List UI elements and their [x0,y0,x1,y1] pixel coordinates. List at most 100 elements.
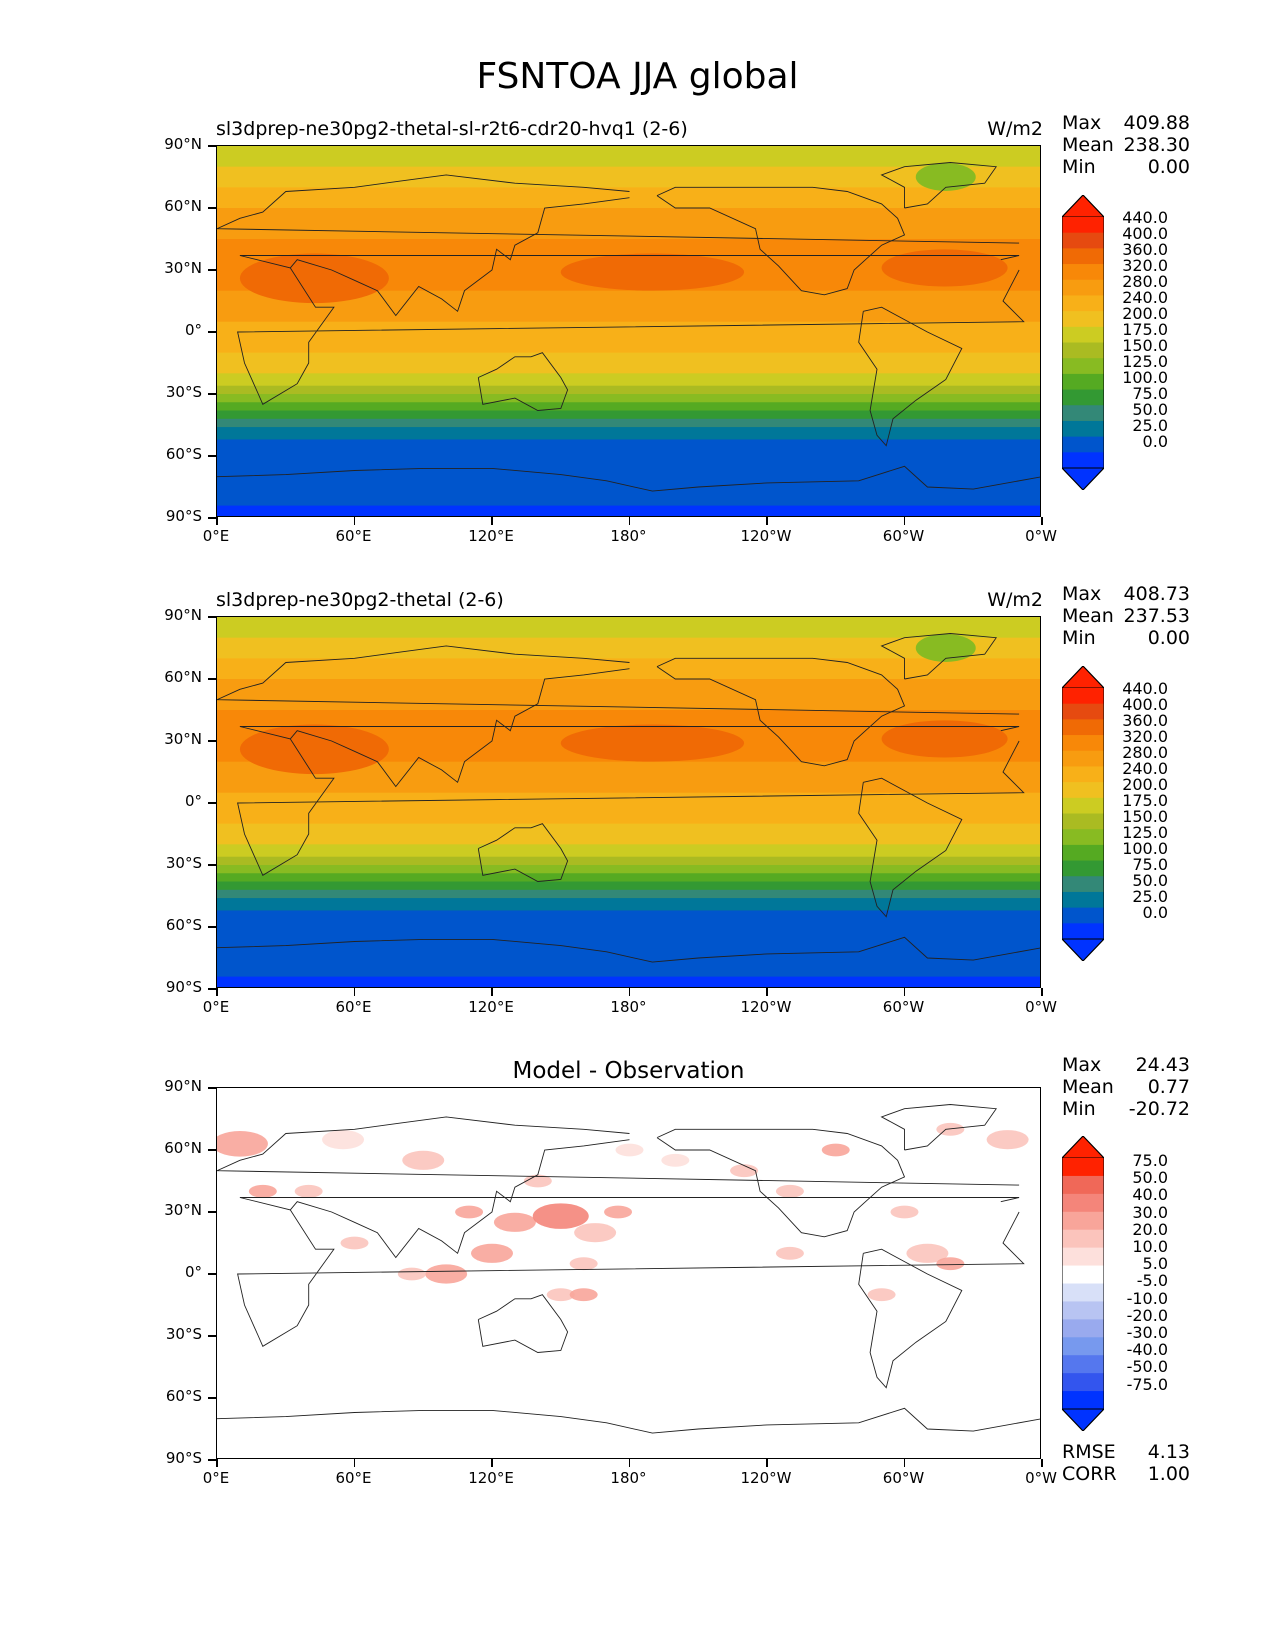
lon-tick [1041,517,1043,525]
lat-tick [208,1459,216,1461]
coastline [217,1407,1040,1434]
coastline [477,352,569,411]
stats-block: Max 409.88 Mean 238.30 Min 0.00 [1062,112,1190,178]
colorbar-segment [1062,389,1104,406]
lat-tick [208,145,216,147]
zonal-band [217,865,1040,874]
lon-tick-label: 180° [610,998,647,1016]
coastline [477,1294,569,1353]
zonal-band [217,166,1040,188]
difference-patch [936,1257,965,1271]
lat-tick [208,455,216,457]
difference-patch [775,1246,804,1260]
colorbar-segment [1062,295,1104,312]
lat-tick-label: 90°N [164,1077,202,1095]
rmse-value: 4.13 [1147,1441,1190,1463]
lat-tick [208,207,216,209]
zonal-band [217,410,1040,420]
coastline [656,186,906,296]
difference-patch [340,1236,369,1250]
zonal-band [217,394,1040,403]
colorbar-arrow-bottom [1060,938,1106,962]
colorbar-tick-label: -40.0 [1126,1340,1168,1360]
zonal-band [217,873,1040,883]
lon-tick [628,1459,630,1467]
lon-tick [766,1459,768,1467]
colorbar-tick-label: 30.0 [1132,1202,1168,1222]
lon-tick-label: 60°W [882,998,925,1016]
colorbar-segment [1062,1175,1104,1195]
lon-tick [1041,988,1043,996]
zonal-band [217,373,1040,387]
lat-tick-label: 90°S [165,978,202,996]
coastline [858,777,963,918]
colorbar-segment [1062,1391,1104,1410]
colorbar-segment [1062,326,1104,343]
colorbar-segment [1062,311,1104,328]
lon-tick [903,1459,905,1467]
colorbar-segment [1062,703,1104,720]
coastline [880,162,998,209]
lat-tick-label: 30°N [164,259,202,277]
map-field [217,146,1040,516]
lon-tick-label: 60°E [335,1469,372,1487]
colorbar-segment [1062,891,1104,909]
mean-label: Mean [1062,605,1114,627]
mean-value: 238.30 [1123,134,1190,156]
coastline [477,823,569,882]
coastline [237,1197,1025,1347]
colorbar-segment [1062,1355,1104,1374]
difference-patch [493,1212,536,1232]
lon-tick-label: 120°E [468,527,514,545]
high-value-region [239,253,389,304]
zonal-band [217,881,1040,891]
difference-patch [890,1205,919,1219]
colorbar-arrow-bottom [1060,1408,1106,1432]
coastline [880,1104,998,1151]
colorbar-arrow-bottom [1060,467,1106,491]
page-title: FSNTOA JJA global [476,56,799,97]
difference-patch [604,1205,633,1219]
colorbar-tick-label: 280.0 [1122,272,1168,291]
colorbar-segment [1062,876,1104,893]
colorbar-tick-label: 5.0 [1142,1254,1168,1274]
colorbar-segment [1062,766,1104,783]
lon-tick-label: 0°W [1025,998,1057,1016]
lat-tick-label: 0° [184,792,202,810]
coastline [217,174,1020,244]
lon-tick-label: 0°E [202,527,230,545]
lon-tick [353,517,355,525]
difference-patch [615,1143,644,1157]
difference-patch [402,1150,445,1170]
colorbar-tick-label: 240.0 [1122,759,1168,778]
max-value: 24.43 [1135,1054,1190,1076]
lat-tick [208,1087,216,1089]
panel-title: Model - Observation [512,1058,745,1084]
lon-tick-label: 120°W [740,1469,792,1487]
max-label: Max [1062,1054,1102,1076]
lat-tick-label: 30°N [164,730,202,748]
max-label: Max [1062,112,1102,134]
colorbar-tick-label: 50.0 [1132,871,1168,890]
zonal-band [217,898,1040,911]
difference-patch [294,1184,323,1198]
colorbar-tick-label: 440.0 [1122,208,1168,227]
coastline [237,726,1025,876]
high-value-region [881,720,1008,758]
coastline [217,936,1040,963]
mean-value: 0.77 [1147,1076,1190,1098]
difference-patch [322,1130,365,1150]
mean-label: Mean [1062,1076,1114,1098]
lon-tick [491,988,493,996]
lon-tick [628,988,630,996]
lat-tick-label: 30°S [165,1325,202,1343]
colorbar-arrow-top [1060,1135,1106,1159]
zonal-band [217,402,1040,412]
lat-tick [208,988,216,990]
lon-tick-label: 120°E [468,998,514,1016]
colorbar-tick-label: -30.0 [1126,1323,1168,1342]
colorbar-segment [1062,405,1104,422]
colorbar-segment [1062,436,1104,453]
colorbar-segment [1062,1193,1104,1213]
colorbar-tick-label: 360.0 [1122,711,1168,730]
